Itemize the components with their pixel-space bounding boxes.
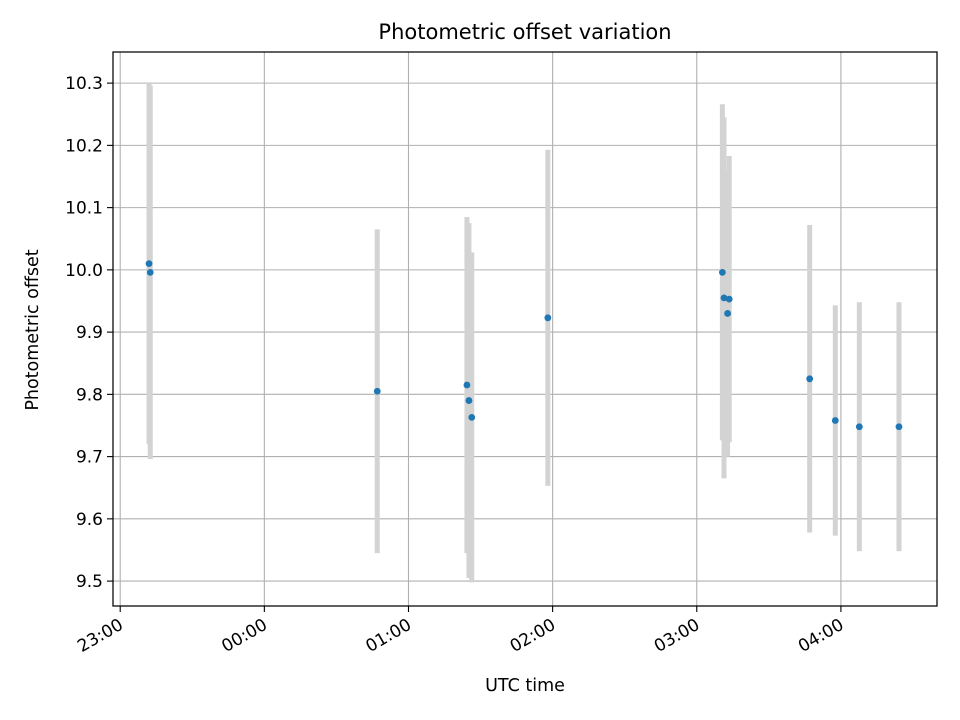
- data-point: [831, 417, 839, 424]
- y-tick-label: 9.7: [76, 448, 103, 468]
- x-axis-label: UTC time: [485, 676, 565, 696]
- data-point: [720, 294, 728, 302]
- data-point: [465, 397, 473, 404]
- data-point: [895, 423, 903, 431]
- data-point: [855, 423, 863, 431]
- point-layer: [145, 260, 903, 431]
- data-point: [468, 413, 476, 421]
- data-point: [724, 310, 731, 317]
- y-tick-label: 9.9: [76, 323, 103, 343]
- y-tick-label: 9.6: [76, 510, 103, 530]
- y-tick-label: 9.5: [76, 572, 103, 592]
- y-tick-label: 9.8: [76, 385, 103, 405]
- data-point: [146, 268, 154, 276]
- data-point: [806, 375, 814, 383]
- data-point: [718, 268, 726, 276]
- y-tick-label: 10.1: [65, 199, 103, 219]
- y-tick-label: 10.2: [65, 136, 103, 156]
- y-tick-label: 10.0: [65, 261, 103, 281]
- data-point: [544, 314, 552, 322]
- data-point: [725, 295, 733, 303]
- chart-title: Photometric offset variation: [378, 20, 671, 44]
- data-point: [373, 387, 381, 395]
- plot-frame: [112, 51, 938, 607]
- data-point: [145, 260, 153, 268]
- grid-layer: [113, 52, 937, 606]
- data-point: [463, 381, 471, 389]
- y-tick-label: 10.3: [65, 74, 103, 94]
- y-axis-label: Photometric offset: [23, 249, 43, 410]
